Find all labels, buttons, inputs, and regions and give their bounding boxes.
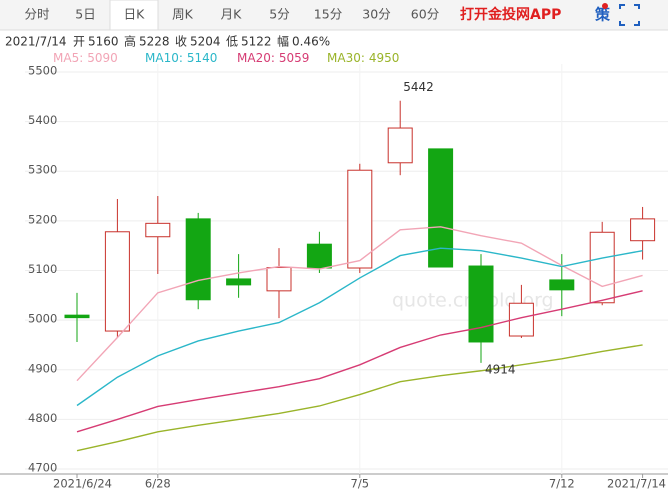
candle-body [468, 265, 494, 343]
x-tick-label: 7/5 [351, 477, 370, 491]
x-tick-label: 6/28 [145, 477, 171, 491]
candle-body [266, 267, 292, 292]
x-tick-label: 7/12 [549, 477, 575, 491]
legend-sep: : [361, 51, 365, 65]
x-tick-label: 2021/7/14 [607, 477, 666, 491]
strategy-icon[interactable]: 策 [594, 6, 611, 24]
y-tick-label: 5000 [28, 312, 57, 326]
info-value: 5204 [190, 35, 221, 49]
candle-body [226, 278, 252, 286]
tab[interactable]: 15分 [314, 7, 342, 22]
candle-body [387, 127, 413, 164]
legend-value: 5059 [279, 51, 310, 65]
y-tick-label: 4900 [28, 361, 57, 375]
legend-name: MA10 [145, 51, 179, 65]
info-value: 5160 [88, 35, 119, 49]
tab[interactable]: 5分 [269, 7, 289, 22]
legend-value: 4950 [369, 51, 400, 65]
y-tick-label: 4700 [28, 461, 57, 475]
ma-line [76, 344, 643, 452]
y-tick-label: 5200 [28, 212, 57, 226]
candle-body [64, 314, 90, 319]
tab[interactable]: 5日 [75, 7, 95, 22]
y-tick-label: 5300 [28, 163, 57, 177]
legend-sep: : [79, 51, 83, 65]
tab-selected-bg [109, 0, 159, 31]
info-value: 5228 [139, 35, 170, 49]
candle-body [549, 279, 575, 291]
legend-entry: MA30: 4950 [327, 51, 399, 65]
y-tick-label: 5500 [28, 63, 57, 77]
tab[interactable]: 分时 [24, 7, 50, 22]
legend-sep: : [271, 51, 275, 65]
candle-body [185, 218, 211, 301]
candle-body [508, 302, 534, 337]
tab[interactable]: 日K [124, 7, 146, 22]
candle-body [428, 148, 454, 268]
ma-line [76, 290, 643, 433]
fullscreen-icon[interactable] [619, 4, 640, 26]
legend-entry: MA10: 5140 [145, 51, 217, 65]
ma-line [76, 226, 643, 382]
info-label: 低 [226, 35, 238, 49]
notify-dot [602, 3, 608, 9]
legend-entry: MA5: 5090 [53, 51, 118, 65]
info-line: 开 5160 高 5228 收 5204 低 5122 幅 0.46% [73, 34, 330, 49]
tab[interactable]: 30分 [362, 7, 390, 22]
legend-value: 5090 [87, 51, 118, 65]
legend-value: 5140 [187, 51, 218, 65]
candle-body [306, 243, 332, 269]
legend-entry: MA20: 5059 [237, 51, 309, 65]
ma-line [76, 247, 643, 407]
y-tick-label: 5400 [28, 113, 57, 127]
candle-body [630, 218, 656, 242]
x-tick-label: 2021/6/24 [53, 477, 112, 491]
low-annotation: 4914 [485, 362, 516, 376]
info-date: 2021/7/14 [5, 35, 67, 49]
info-label: 收 [175, 35, 187, 49]
legend-name: MA30 [327, 51, 361, 65]
legend-sep: : [179, 51, 183, 65]
high-annotation: 5442 [403, 80, 434, 94]
info-label: 高 [124, 34, 136, 49]
info-value: 0.46% [292, 35, 330, 49]
info-label: 开 [73, 35, 85, 49]
tab[interactable]: 月K [221, 7, 243, 22]
y-tick-label: 5100 [28, 262, 57, 276]
legend-name: MA5 [53, 51, 79, 65]
candle-body [145, 222, 171, 238]
tab[interactable]: 周K [172, 7, 194, 22]
tab[interactable]: 60分 [411, 7, 439, 22]
candle-body [347, 169, 373, 269]
candle-body [589, 231, 615, 304]
info-value: 5122 [241, 35, 272, 49]
y-tick-label: 4800 [28, 411, 57, 425]
candle-body [104, 231, 130, 332]
info-label: 幅 [277, 34, 289, 49]
legend-name: MA20 [237, 51, 271, 65]
app-link[interactable]: 打开金投网APP [460, 6, 561, 23]
